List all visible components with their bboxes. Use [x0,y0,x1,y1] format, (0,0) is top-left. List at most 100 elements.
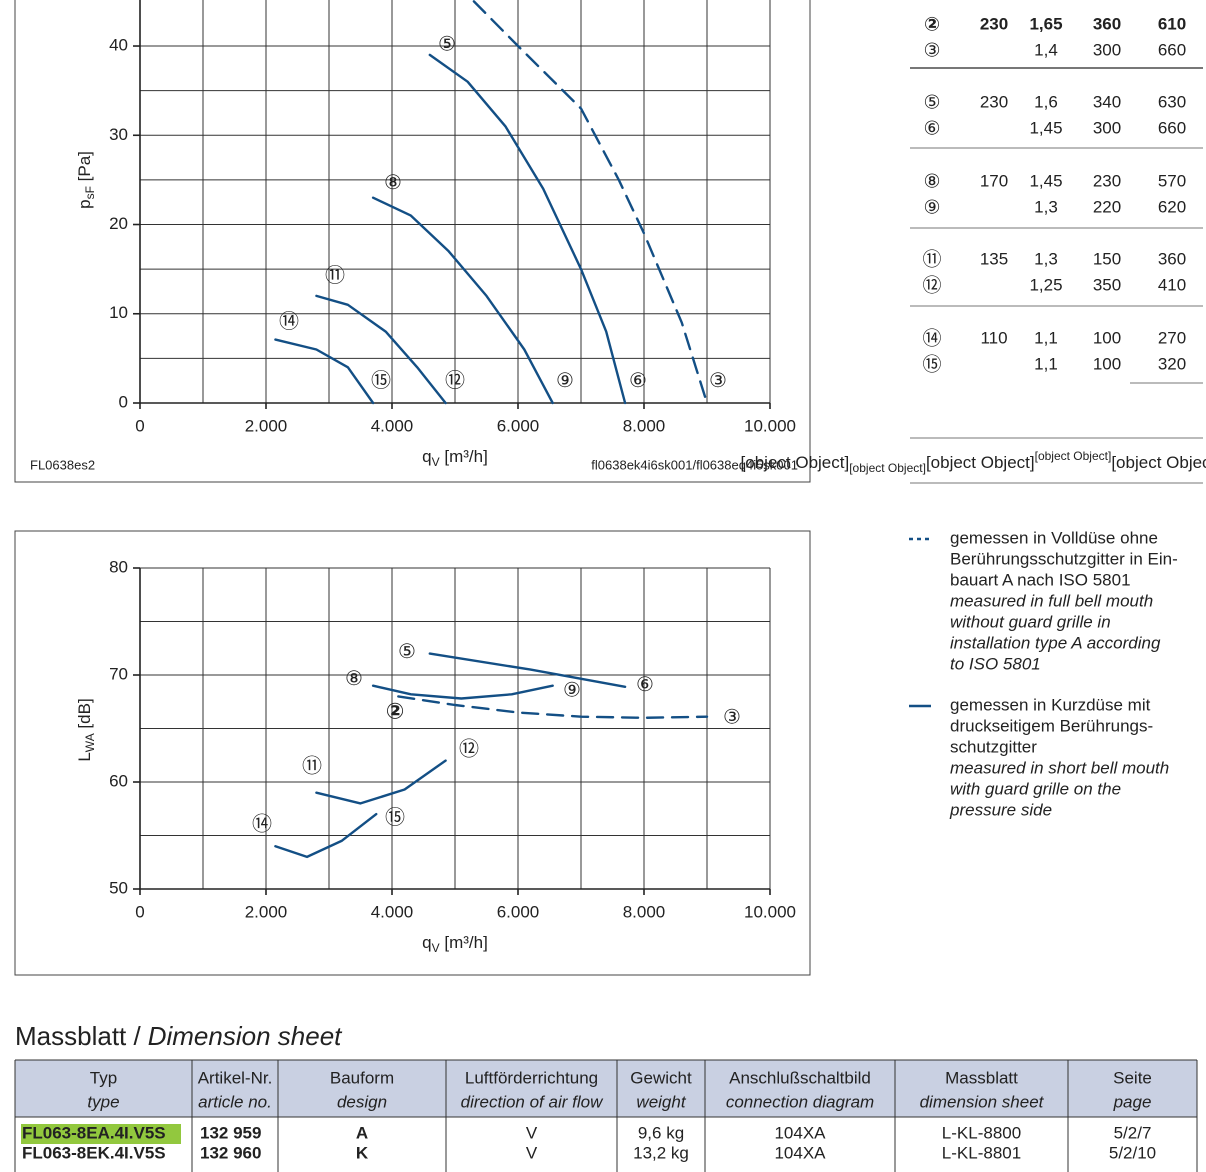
curve-label: ⑫ [445,368,465,392]
curve-label: ⑥ [636,672,654,696]
table-cell: 1,1 [1034,354,1058,373]
header-de: Typ [90,1068,117,1087]
table-cell: L-KL-8801 [942,1143,1021,1162]
table-cell: 170 [980,171,1008,190]
table-cell: FL063-8EA.4I.V5S [22,1123,166,1142]
x-tick-label: 4.000 [371,902,414,921]
curve-label: ⑥ [629,368,647,392]
curve-label: ③ [709,368,727,392]
curve [274,338,375,405]
curve-label: ⑧ [384,170,402,194]
y-tick-label: 10 [109,303,128,322]
formula-part: [object Object] [849,461,926,475]
curve [397,695,709,719]
header-de: Seite [1113,1068,1152,1087]
label-sub: V [432,455,440,469]
curve-label: ⑭ [279,309,299,333]
x-tick-label: 6.000 [497,416,540,435]
table-cell: 1,4 [1034,40,1058,59]
x-tick-label: 8.000 [623,902,666,921]
label-main: q [422,447,431,466]
table-cell: 9,6 kg [638,1123,684,1142]
legend-text-en: with guard grille on the [950,779,1121,798]
table-cell: 320 [1158,354,1186,373]
header-de: Anschlußschaltbild [729,1068,871,1087]
legend-text-en: measured in short bell mouth [950,758,1169,777]
row-marker: ⑮ [922,354,941,376]
x-tick-label: 6.000 [497,902,540,921]
x-tick-label: 10.000 [744,416,796,435]
legend-text: gemessen in Kurzdüse mit [950,695,1151,714]
table-cell: 360 [1093,14,1121,33]
x-axis-label: qV [m³/h] [422,447,488,469]
table-cell: 1,65 [1029,14,1062,33]
curve [315,759,447,805]
table-cell: 630 [1158,92,1186,111]
x-tick-label: 8.000 [623,416,666,435]
curve-label: ⑤ [398,639,416,663]
table-cell: 104XA [774,1123,826,1142]
legend-text: druckseitigem Berührungs- [950,716,1153,735]
table-cell: 610 [1158,14,1186,33]
curve-label: ⑪ [325,263,345,287]
y-axis-label: LWA [dB] [75,698,97,761]
header-en: weight [636,1092,686,1111]
header-en: direction of air flow [461,1092,604,1111]
label-unit: [m³/h] [440,447,488,466]
row-marker: ③ [923,40,940,62]
legend-text: bauart A nach ISO 5801 [950,570,1131,589]
table-cell: 135 [980,249,1008,268]
y-tick-label: 20 [109,214,128,233]
row-marker: ⑤ [923,92,940,114]
formula-part: [object Object] [926,453,1035,472]
table-cell: 270 [1158,328,1186,347]
table-cell: A [356,1123,368,1142]
table-cell: 350 [1093,275,1121,294]
legend-text-en: without guard grille in [950,612,1111,631]
table-cell: 100 [1093,354,1121,373]
table-cell: 660 [1158,118,1186,137]
legend-text-en: pressure side [949,800,1052,819]
header-en: connection diagram [726,1092,874,1111]
table-cell: 1,3 [1034,197,1058,216]
legend-text-en: measured in full bell mouth [950,591,1153,610]
chart-code: FL0638es2 [30,457,95,472]
table-cell: L-KL-8800 [942,1123,1021,1142]
curve-label: ⑨ [563,678,581,702]
x-tick-label: 0 [135,416,144,435]
y-tick-label: 30 [109,125,128,144]
y-tick-label: 80 [109,557,128,576]
table-cell: 5/2/7 [1114,1123,1152,1142]
legend-text: Berührungsschutzgitter in Ein- [950,549,1178,568]
chart-frame [14,0,811,483]
row-marker: ⑭ [922,328,941,350]
header-de: Gewicht [630,1068,692,1087]
table-cell: 220 [1093,197,1121,216]
row-marker: ⑧ [923,171,940,193]
legend-text-en: to ISO 5801 [950,654,1041,673]
table-cell: 104XA [774,1143,826,1162]
table-cell: 1,1 [1034,328,1058,347]
table-cell: FL063-8EK.4I.V5S [22,1143,166,1162]
curve [315,294,447,405]
curve-label: ⑪ [302,754,322,778]
row-marker: ⑥ [923,118,940,140]
legend-text: schutzgitter [950,737,1037,756]
title-de: Massblatt / [15,1021,141,1051]
curve-label: ② [386,699,405,724]
table-cell: 360 [1158,249,1186,268]
curve-label: ⑮ [371,368,391,392]
table-cell: 132 959 [200,1123,261,1142]
label-main: L [75,752,94,761]
chart-code: fl0638ek4i6sk001/fl0638eq4i5sk001 [591,457,798,472]
curve [274,812,378,859]
y-tick-label: 70 [109,664,128,683]
title-en: Dimension sheet [148,1021,343,1051]
row-marker: ⑪ [922,249,941,271]
x-axis-label: qV [m³/h] [422,933,488,955]
label-unit: [Pa] [75,151,94,186]
formula: [object Object][object Object][object Ob… [741,449,1206,475]
table-cell: 300 [1093,118,1121,137]
table-cell: 1,45 [1029,171,1062,190]
